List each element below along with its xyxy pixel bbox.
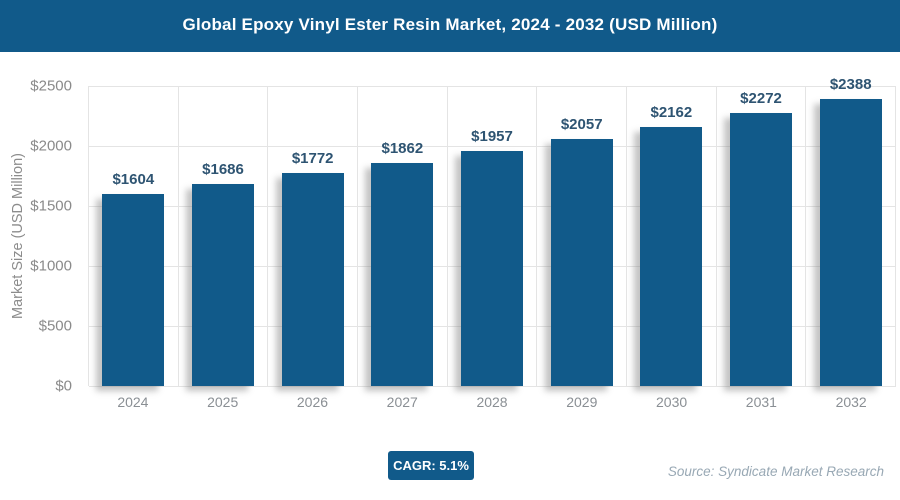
- x-tick-2032: 2032: [835, 394, 867, 410]
- bar-columns: $1604 $1686 $1772 $1862 $1957 $2057 $2162 $2272…: [89, 76, 897, 386]
- bar-2032: [819, 99, 882, 386]
- bar-value-2027: $1862: [381, 139, 424, 157]
- chart-title: Global Epoxy Vinyl Ester Resin Market, 2…: [182, 15, 718, 34]
- bar-2024: [102, 193, 165, 386]
- category-column-2032: $2388: [806, 76, 897, 386]
- category-column-2025: $1686: [179, 86, 269, 386]
- bar-2027: [371, 162, 434, 386]
- bar-2025: [192, 183, 254, 386]
- gridline: [89, 86, 896, 87]
- y-axis-tick-labels: $0 $500 $1000 $1500 $2000 $2500: [0, 78, 80, 395]
- x-tick-2030: 2030: [656, 394, 688, 410]
- bar-2030: [640, 126, 703, 386]
- bar-value-2031: $2272: [740, 90, 782, 108]
- y-tick-0: $0: [55, 377, 72, 395]
- x-tick-2029: 2029: [566, 394, 598, 410]
- bar-2031: [730, 113, 793, 386]
- y-tick-1500: $1500: [30, 197, 72, 215]
- y-tick-2000: $2000: [30, 137, 72, 155]
- chart-title-bar: Global Epoxy Vinyl Ester Resin Market, 2…: [0, 0, 900, 52]
- bar-2026: [281, 173, 344, 386]
- category-column-2031: $2272: [717, 86, 807, 386]
- category-column-2030: $2162: [627, 86, 717, 386]
- x-tick-2031: 2031: [745, 394, 777, 410]
- x-axis-labels: 2024 2025 2026 2027 2028 2029 2030 2031 2032: [88, 394, 896, 410]
- gridline: [89, 146, 896, 147]
- category-column-2027: $1862: [358, 86, 448, 386]
- y-tick-1000: $1000: [30, 257, 72, 275]
- bar-value-2032: $2388: [829, 76, 872, 94]
- category-column-2028: $1957: [448, 86, 538, 386]
- bar-value-2025: $1686: [202, 160, 244, 178]
- x-tick-2028: 2028: [476, 394, 508, 410]
- y-tick-500: $500: [38, 317, 72, 335]
- bar-value-2028: $1957: [471, 128, 513, 146]
- plot-area: $1604 $1686 $1772 $1862 $1957 $2057 $2162 $2272…: [88, 76, 897, 387]
- x-tick-2026: 2026: [296, 394, 329, 410]
- bar-value-2026: $1772: [291, 150, 334, 168]
- x-tick-2027: 2027: [386, 394, 418, 410]
- bar-2028: [461, 151, 524, 386]
- x-tick-2025: 2025: [207, 394, 239, 410]
- bar-value-2029: $2057: [560, 116, 603, 134]
- category-column-2029: $2057: [537, 86, 628, 386]
- bar-value-2030: $2162: [650, 103, 693, 121]
- bar-2029: [550, 139, 613, 386]
- x-tick-2024: 2024: [117, 394, 149, 410]
- gridline: [89, 386, 896, 387]
- y-tick-2500: $2500: [30, 77, 72, 95]
- category-column-2026: $1772: [268, 86, 359, 386]
- source-attribution: Source: Syndicate Market Research: [667, 464, 884, 479]
- category-column-2024: $1604: [89, 86, 179, 386]
- bar-value-2024: $1604: [112, 170, 155, 188]
- cagr-badge: CAGR: 5.1%: [388, 451, 474, 480]
